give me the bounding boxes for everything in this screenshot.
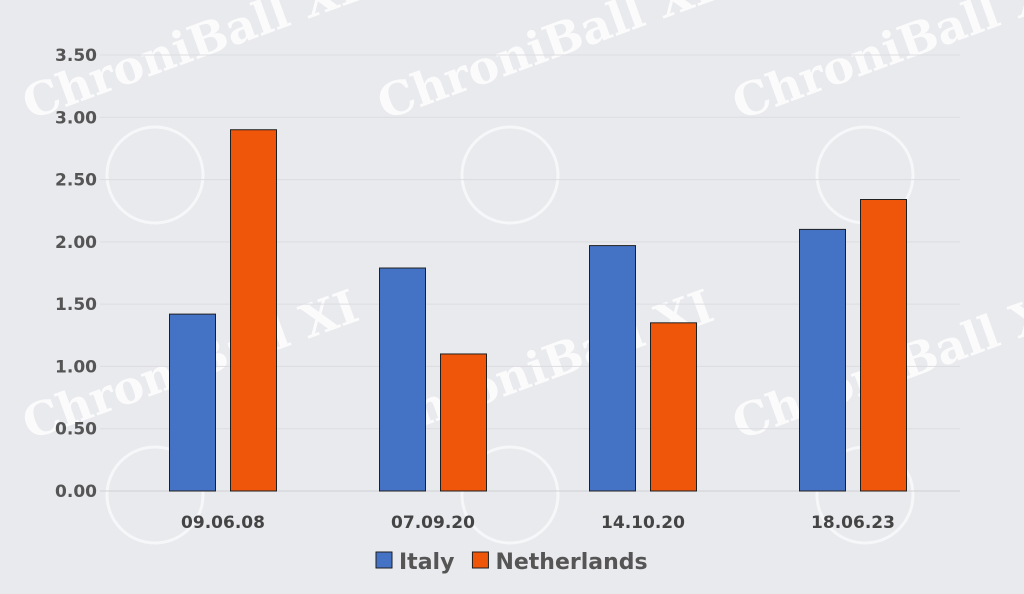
- y-tick-label: 0.00: [55, 482, 97, 502]
- bar-italy-14.10.20: [589, 245, 636, 492]
- bars: [169, 129, 907, 492]
- y-tick-label: 3.00: [55, 108, 97, 128]
- watermark-text: ChroniBall XI: [725, 0, 1024, 130]
- legend-label-italy: Italy: [399, 550, 454, 575]
- watermark-ball-icon: [105, 125, 205, 225]
- legend-label-netherlands: Netherlands: [495, 550, 647, 575]
- bar-netherlands-18.06.23: [860, 199, 907, 492]
- y-tick-label: 2.50: [55, 171, 97, 191]
- bar-italy-09.06.08: [169, 313, 216, 492]
- bar-netherlands-14.10.20: [650, 322, 697, 492]
- legend-swatch-italy: [375, 551, 393, 569]
- legend: Italy Netherlands: [375, 550, 648, 575]
- watermark-text: ChroniBall XI: [370, 0, 720, 130]
- bar-italy-18.06.23: [799, 228, 846, 492]
- y-tick-label: 2.00: [55, 233, 97, 253]
- bar-italy-07.09.20: [379, 267, 426, 492]
- x-axis-labels: 09.06.08 07.09.20 14.10.20 18.06.23: [181, 513, 895, 533]
- legend-swatch-netherlands: [471, 551, 489, 569]
- watermark-ball-icon: [460, 445, 560, 545]
- y-tick-label: 1.00: [55, 357, 97, 377]
- x-tick-label: 18.06.23: [811, 513, 895, 533]
- y-tick-label: 3.50: [55, 46, 97, 66]
- x-tick-label: 09.06.08: [181, 513, 265, 533]
- watermark-ball-icon: [460, 125, 560, 225]
- x-tick-label: 14.10.20: [601, 513, 685, 533]
- x-tick-label: 07.09.20: [391, 513, 475, 533]
- y-tick-label: 1.50: [55, 295, 97, 315]
- y-tick-label: 0.50: [55, 420, 97, 440]
- bar-netherlands-07.09.20: [440, 353, 487, 492]
- bar-netherlands-09.06.08: [230, 129, 277, 492]
- y-axis-ticks: 0.00 0.50 1.00 1.50 2.00 2.50 3.00 3.50: [55, 46, 97, 502]
- watermark-ball-icon: [105, 445, 205, 545]
